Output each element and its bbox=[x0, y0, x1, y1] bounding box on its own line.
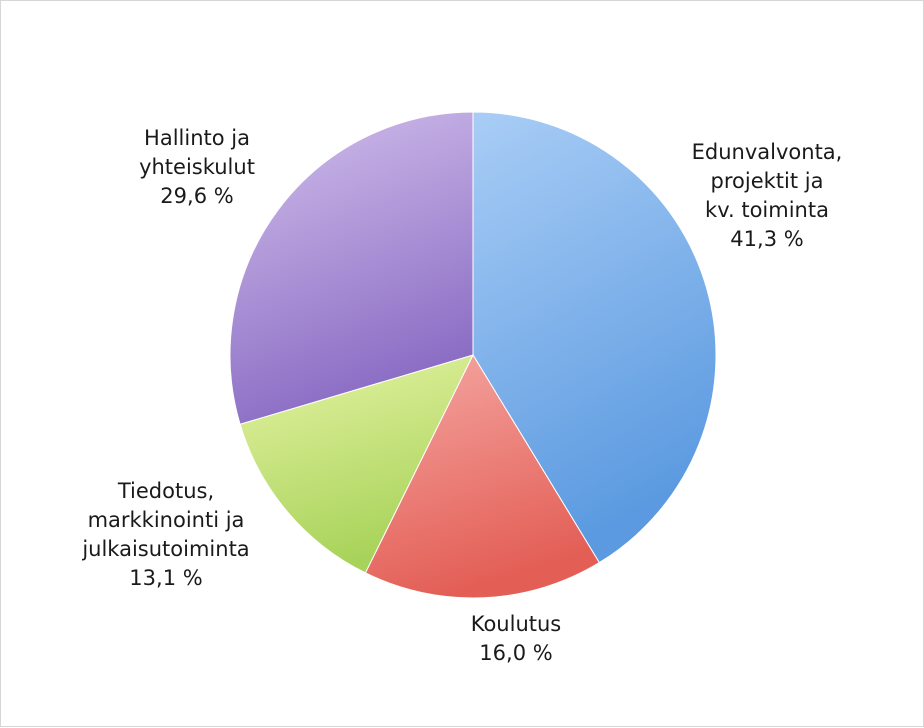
slice-label-line: yhteiskulut bbox=[139, 155, 255, 179]
slice-edunvalvonta-label: Edunvalvonta, projektit ja kv. toiminta 41,… bbox=[692, 140, 843, 251]
slice-hallinto bbox=[229, 111, 474, 425]
slice-value-text: 16,0 % bbox=[479, 641, 552, 665]
slice-label-line: markkinointi ja bbox=[88, 508, 245, 532]
pie-labels: Edunvalvonta, projektit ja kv. toiminta 41,… bbox=[81, 126, 842, 665]
pie-slices bbox=[229, 111, 717, 599]
slice-value-text: 41,3 % bbox=[730, 227, 803, 251]
slice-label-line: julkaisutoiminta bbox=[81, 537, 249, 561]
slice-label-line: Hallinto ja bbox=[144, 126, 250, 150]
slice-koulutus bbox=[364, 353, 601, 599]
slice-koulutus-label: Koulutus 16,0 % bbox=[471, 612, 562, 665]
slice-label-line: Edunvalvonta, bbox=[692, 140, 843, 164]
slice-value-text: 29,6 % bbox=[160, 184, 233, 208]
slice-edunvalvonta bbox=[472, 111, 717, 564]
slice-value-text: 13,1 % bbox=[129, 566, 202, 590]
slice-label-line: projektit ja bbox=[711, 169, 824, 193]
slice-tiedotus bbox=[239, 354, 474, 574]
slice-label-line: Koulutus bbox=[471, 612, 562, 636]
slice-label-line: Tiedotus, bbox=[117, 479, 214, 503]
slice-hallinto-label: Hallinto ja yhteiskulut 29,6 % bbox=[139, 126, 255, 208]
slice-label-line: kv. toiminta bbox=[705, 198, 829, 222]
slice-tiedotus-label: Tiedotus, markkinointi ja julkaisutoiminta… bbox=[81, 479, 249, 590]
